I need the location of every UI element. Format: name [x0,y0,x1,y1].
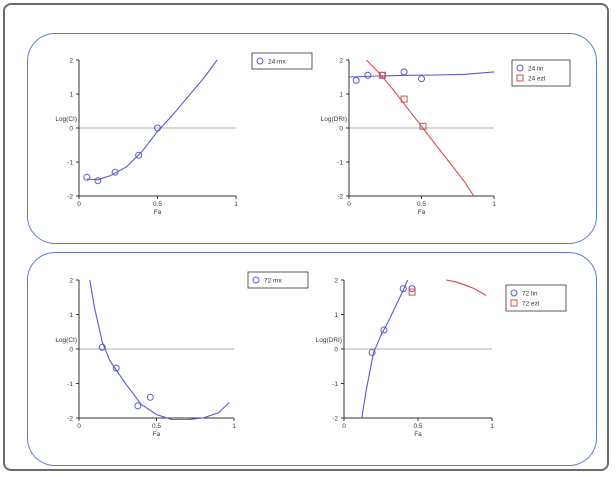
data-point-circle [352,76,360,84]
fit-curve-72-lin [361,279,409,419]
x-axis-label: Fa [154,209,162,216]
x-axis-label: Fa [153,431,161,438]
x-tick-label: 0.5 [417,201,426,208]
fit-curve-24-mx [86,59,218,181]
y-tick-label: -1 [332,381,338,388]
legend-label: 72 mx [264,278,282,285]
legend-marker-circle [256,57,264,65]
y-axis-label: Log(CI) [55,337,77,344]
legend-label: 24 mx [268,59,286,66]
y-axis-label: Log(DRI) [321,116,347,123]
y-tick-label: 0 [69,126,73,133]
x-axis-label: Fa [418,209,426,216]
y-tick-label: 2 [69,58,73,65]
y-axis-label: Log(DRI) [316,337,342,344]
legend-box [505,284,567,312]
legend-box [247,271,309,289]
x-tick-label: 0.5 [413,423,422,430]
x-tick-label: 1 [490,423,494,430]
x-tick-label: 0.5 [152,423,161,430]
chart-0: 2 1 0 -1 -2 0 0.5 1 Fa Log(CI) 24 mx [55,52,313,216]
x-tick-label: 1 [492,201,496,208]
chart-1: 2 1 0 -1 -2 0 0.5 1 Fa Log(DRI) 24 lin 24 ezl [321,58,571,216]
legend-marker-square [510,299,518,307]
data-point-circle [400,68,408,76]
y-tick-label: -1 [337,160,343,167]
y-tick-label: -2 [67,416,73,423]
y-tick-label: -1 [67,160,73,167]
data-point-square [408,288,416,296]
data-point-circle [154,124,161,132]
x-axis-label: Fa [414,431,422,438]
data-point-circle [380,326,388,334]
data-point-circle [112,364,120,372]
x-tick-label: 0 [347,201,351,208]
panel-72h [27,252,597,466]
fit-curve-24-ezl [366,59,475,197]
legend-marker-square [516,74,524,82]
y-tick-label: -2 [337,194,343,201]
legend-label: 72 lin [522,291,538,298]
legend-box [511,59,571,87]
x-tick-label: 0 [77,423,81,430]
data-point-circle [368,348,376,356]
data-point-circle [135,151,143,159]
chart-3: 2 1 0 -1 -2 0 0.5 1 Fa Log(DRI) 72 lin 72 ezl [316,278,567,438]
data-point-circle [399,285,407,293]
data-point-circle [146,393,154,401]
y-tick-label: 1 [69,92,73,99]
data-point-circle [111,168,119,176]
x-tick-label: 0 [342,423,346,430]
data-point-circle [134,402,142,410]
y-tick-label: -2 [67,194,73,201]
legend-marker-circle [252,276,260,284]
x-tick-label: 0 [77,201,81,208]
y-tick-label: 0 [334,347,338,354]
chart-2: 2 1 0 -1 -2 0 0.5 1 Fa Log(CI) 72 mx [55,271,309,438]
data-point-circle [94,177,102,185]
legend-label: 24 ezl [528,76,546,83]
y-axis-label: Log(CI) [55,116,77,123]
legend-label: 24 lin [528,66,544,73]
legend-box [251,52,313,70]
x-tick-label: 1 [234,201,238,208]
y-tick-label: 1 [334,312,338,319]
data-point-circle [418,75,425,83]
y-tick-label: 2 [334,278,338,285]
legend-marker-circle [510,289,518,297]
y-tick-label: 0 [69,347,73,354]
y-tick-label: 1 [339,92,343,99]
fit-curve-24-lin [349,71,494,78]
fit-curve-72-mx [89,279,230,420]
data-point-circle [364,71,372,79]
data-point-circle [83,173,91,181]
x-tick-label: 1 [232,423,236,430]
legend-label: 72 ezl [522,301,540,308]
y-tick-label: -1 [67,381,73,388]
data-point-square [400,95,408,103]
fit-curve-72-ezl [445,279,487,296]
y-tick-label: 2 [69,278,73,285]
y-tick-label: 2 [339,58,343,65]
y-tick-label: 0 [339,126,343,133]
data-point-square [419,122,427,130]
data-point-circle [98,343,106,351]
x-tick-label: 0.5 [153,201,162,208]
y-tick-label: -2 [332,416,338,423]
y-tick-label: 1 [69,312,73,319]
legend-marker-circle [516,64,524,72]
data-point-square [378,71,386,79]
